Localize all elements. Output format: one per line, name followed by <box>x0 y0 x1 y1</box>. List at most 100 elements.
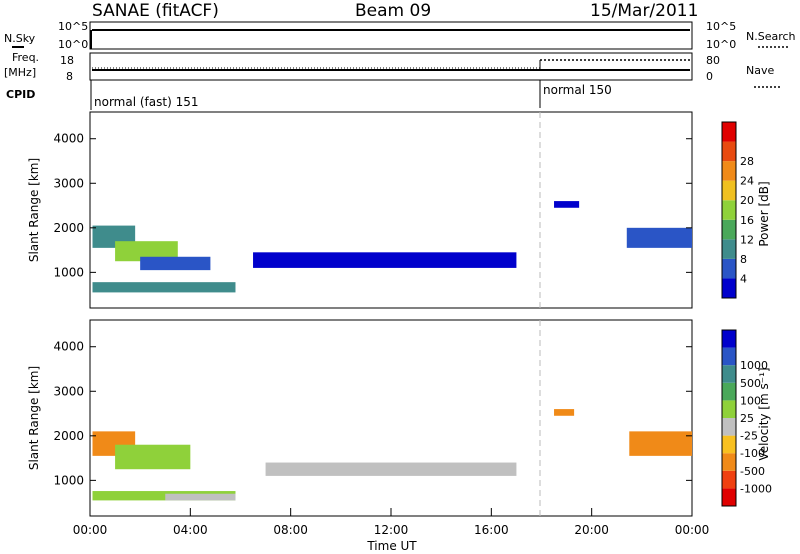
velocity-marks <box>92 409 692 501</box>
nave-tick-top: 80 <box>706 54 720 67</box>
velocity-xtick-label: 08:00 <box>273 523 308 537</box>
power-colorbar-tick: 8 <box>740 253 747 266</box>
velocity-ytick-label: 2000 <box>53 429 84 443</box>
power-ytick-label: 4000 <box>53 132 84 146</box>
nsky-panel: N.Sky 10^5 10^0 10^5 10^0 N.Search <box>4 20 796 51</box>
power-ytick-label: 2000 <box>53 221 84 235</box>
power-colorbar-tick: 28 <box>740 155 754 168</box>
velocity-frame <box>89 319 693 517</box>
power-colorbar-tick: 4 <box>740 272 747 285</box>
velocity-ylabel: Slant Range [km] <box>27 366 41 470</box>
velocity-x-ticks: 00:00 04:00 08:00 12:00 16:00 20:00 00:00 <box>73 508 710 537</box>
power-frame <box>89 111 693 309</box>
velocity-colorbar-tick: -25 <box>740 430 758 443</box>
freq-tick-top: 18 <box>60 54 74 67</box>
nsearch-tick-top: 10^5 <box>706 20 736 33</box>
velocity-colorbar-tick: 1000 <box>740 359 768 372</box>
velocity-echo-region-5 <box>629 431 692 456</box>
freq-label-2: [MHz] <box>4 66 36 79</box>
freq-label-1: Freq. <box>12 51 39 64</box>
velocity-colorbar-swatch <box>722 453 736 471</box>
power-colorbar-tick: 20 <box>740 194 754 207</box>
power-echo-region-4 <box>253 252 517 268</box>
power-colorbar-swatch <box>722 122 736 142</box>
power-echo-region-6 <box>554 201 580 208</box>
nave-tick-bottom: 0 <box>706 70 713 83</box>
power-echo-region-2 <box>115 241 178 262</box>
velocity-colorbar-swatch <box>722 382 736 401</box>
power-ytick-label: 1000 <box>53 265 84 279</box>
power-colorbar-swatch <box>722 180 736 201</box>
velocity-colorbar-tick: 25 <box>740 412 754 425</box>
velocity-colorbar-swatch <box>722 400 736 418</box>
cpid-panel: CPID normal (fast) 151 normal 150 <box>6 80 612 110</box>
velocity-colorbar-swatch <box>722 435 736 454</box>
power-marks <box>92 201 692 293</box>
velocity-ytick-label: 3000 <box>53 384 84 398</box>
freq-tick-bottom: 8 <box>66 70 73 83</box>
power-panel: 1000 2000 3000 4000 Slant Range [km] 4 8 12 16… <box>27 111 771 309</box>
nsky-frame <box>89 21 693 50</box>
velocity-colorbar-label: Velocity [m s⁻¹] <box>757 367 771 460</box>
velocity-colorbar-tick: -100 <box>740 447 765 460</box>
power-echo-region-3 <box>140 256 211 271</box>
power-echo-region-5 <box>626 227 692 248</box>
velocity-panel: 1000 2000 3000 4000 00:00 04:00 08:00 12:00 16:… <box>27 319 772 553</box>
date-title: 15/Mar/2011 <box>590 1 698 21</box>
power-colorbar-tick: 16 <box>740 214 754 227</box>
cpid-label: CPID <box>6 88 35 101</box>
velocity-ytick-label: 1000 <box>53 473 84 487</box>
freq-panel: Freq. [MHz] 18 8 80 0 Nave <box>4 51 780 88</box>
cpid-segment-1: normal (fast) 151 <box>94 95 198 109</box>
velocity-echo-region-1 <box>165 493 236 501</box>
velocity-colorbar-swatch <box>722 365 736 383</box>
power-colorbar-swatch <box>722 239 736 259</box>
velocity-y-ticks: 1000 2000 3000 4000 <box>53 340 692 487</box>
velocity-colorbar-swatch <box>722 330 736 348</box>
nsky-label: N.Sky <box>4 32 36 45</box>
velocity-colorbar: -1000 -500 -100 -25 25 100 500 1000 <box>721 329 772 507</box>
velocity-ytick-label: 4000 <box>53 340 84 354</box>
power-ytick-label: 3000 <box>53 176 84 190</box>
nave-label: Nave <box>746 64 774 77</box>
power-colorbar-tick: 24 <box>740 175 754 188</box>
velocity-xlabel: Time UT <box>366 539 417 553</box>
power-colorbar-swatch <box>722 141 736 162</box>
velocity-colorbar-swatch <box>722 347 736 366</box>
cpid-segment-2: normal 150 <box>543 83 612 97</box>
power-colorbar-swatch <box>722 258 736 279</box>
velocity-xtick-label: 12:00 <box>374 523 409 537</box>
nsky-tick-top: 10^5 <box>58 20 88 33</box>
velocity-colorbar-tick: -500 <box>740 465 765 478</box>
velocity-xtick-label: 16:00 <box>474 523 509 537</box>
velocity-xtick-label: 20:00 <box>574 523 609 537</box>
velocity-echo-region-0 <box>92 491 236 501</box>
nsearch-label: N.Search <box>746 30 796 43</box>
velocity-colorbar-tick: 100 <box>740 394 761 407</box>
velocity-echo-region-6 <box>554 409 575 416</box>
velocity-xtick-label: 04:00 <box>173 523 208 537</box>
velocity-colorbar-swatch <box>722 488 736 506</box>
velocity-colorbar-frame <box>721 329 737 507</box>
power-colorbar: 4 8 12 16 20 24 28 <box>721 121 754 299</box>
power-colorbar-swatch <box>722 200 736 220</box>
power-colorbar-frame <box>721 121 737 299</box>
power-ylabel: Slant Range [km] <box>27 158 41 262</box>
power-colorbar-swatch <box>722 161 736 181</box>
power-colorbar-label: Power [dB] <box>757 181 771 246</box>
freq-frame <box>89 52 693 81</box>
beam-title: Beam 09 <box>355 1 431 21</box>
velocity-xtick-label: 00:00 <box>675 523 710 537</box>
station-title: SANAE (fitACF) <box>92 1 219 21</box>
velocity-colorbar-swatch <box>722 470 736 489</box>
velocity-xtick-label: 00:00 <box>73 523 108 537</box>
power-colorbar-tick: 12 <box>740 233 754 246</box>
velocity-echo-region-4 <box>265 462 517 476</box>
velocity-colorbar-tick: -1000 <box>740 482 772 495</box>
power-y-ticks: 1000 2000 3000 4000 <box>53 132 692 279</box>
power-colorbar-swatch <box>722 278 736 298</box>
power-echo-region-0 <box>92 282 236 293</box>
power-colorbar-swatch <box>722 219 736 240</box>
nsky-tick-bottom: 10^0 <box>58 38 88 51</box>
